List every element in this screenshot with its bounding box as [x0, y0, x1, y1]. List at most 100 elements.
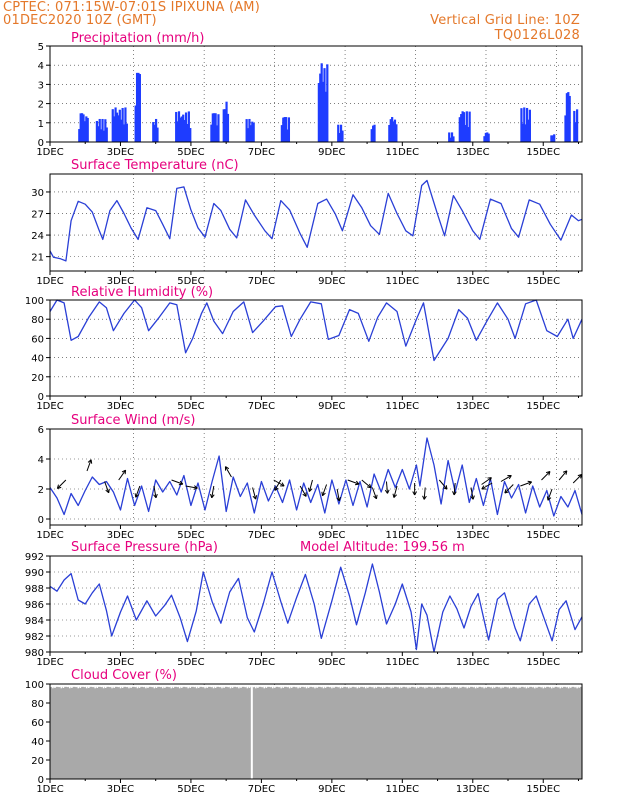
cloud-top-notch	[333, 685, 335, 688]
wind-arrow	[541, 471, 551, 481]
cloud-top-notch	[316, 685, 318, 688]
panel-frame	[49, 683, 583, 780]
cloud-top-notch	[510, 685, 513, 688]
cloud-top-notch	[197, 685, 200, 688]
precip-bar	[467, 127, 470, 142]
wind-arrow-head	[577, 474, 582, 477]
cloud-top-notch	[434, 685, 437, 688]
precip-bar	[210, 124, 213, 142]
wind-arrow	[274, 479, 282, 491]
precip-bar	[245, 119, 248, 142]
wind-arrow	[153, 485, 157, 498]
cloud-top-notch	[98, 685, 101, 687]
precip-bar	[101, 118, 104, 142]
cloud-top-notch	[358, 685, 361, 688]
wind-arrow-head	[392, 493, 395, 498]
wind-arrow	[423, 487, 426, 500]
x-tick-label: 15DEC	[526, 147, 560, 158]
wind-arrow-head	[209, 493, 213, 498]
cloud-top-notch	[542, 685, 545, 689]
cloud-top-notch	[128, 685, 130, 689]
wind-arrow-head	[57, 486, 62, 489]
cloud-top-notch	[290, 685, 293, 688]
x-tick-label: 13DEC	[456, 784, 490, 795]
wind-arrow-head	[87, 459, 92, 463]
panel-frame	[49, 45, 583, 143]
cloud-top-notch	[515, 685, 517, 688]
cloud-top-notch	[92, 685, 94, 688]
precip-bar	[152, 122, 155, 142]
precip-bar	[249, 125, 252, 142]
cloud-top-notch	[561, 685, 564, 688]
precip-bar	[337, 124, 340, 142]
cloud-top-notch	[248, 685, 251, 688]
wind-arrow-head	[453, 491, 457, 496]
cloud-top-notch	[255, 685, 257, 689]
cloud-top-notch	[136, 685, 139, 689]
cloud-top-notch	[244, 685, 246, 688]
x-tick-label: 15DEC	[526, 401, 560, 412]
wind-arrow-head	[547, 497, 552, 501]
wind-arrow-head	[546, 496, 549, 501]
precip-bar	[449, 137, 452, 142]
wind-arrow-head	[321, 491, 323, 496]
cloud-top-notch	[396, 685, 399, 688]
cloud-top-notch	[472, 685, 475, 688]
wind-arrow-head	[412, 491, 416, 496]
precip-bar	[341, 130, 344, 142]
cloud-top-notch	[66, 685, 69, 688]
x-tick-label: 9DEC	[318, 147, 345, 158]
wind-arrow-head	[193, 487, 198, 490]
wind-arrow	[572, 474, 583, 484]
precip-bar	[564, 115, 567, 142]
cloud-top-notch	[449, 685, 452, 689]
cloud-top-notch	[339, 685, 342, 689]
precip-bar	[111, 109, 114, 142]
cloud-top-notch	[162, 685, 164, 689]
cloud-top-notch	[56, 685, 58, 687]
y-tick-label: 2	[38, 485, 44, 496]
cloud-top-notch	[356, 685, 359, 689]
cloud-top-notch	[145, 685, 147, 689]
panel-title: Surface Temperature (nC)	[71, 158, 239, 173]
precip-bar	[114, 107, 117, 142]
precip-bar	[524, 124, 527, 142]
panel-title: Surface Wind (m/s)	[71, 413, 195, 428]
cloud-top-notch	[534, 685, 536, 689]
precip-bar	[184, 112, 188, 142]
cloud-top-notch	[115, 685, 118, 687]
precip-bar	[484, 132, 487, 142]
precip-bar	[550, 135, 553, 142]
cloud-top-notch	[320, 685, 323, 688]
precip-bar	[180, 116, 183, 142]
wind-arrow-head	[489, 477, 492, 482]
precip-bar	[460, 114, 463, 142]
cloud-top-notch	[282, 685, 285, 688]
cloud-top-notch	[143, 685, 145, 688]
cloud-top-notch	[54, 685, 56, 689]
cloud-top-notch	[223, 685, 225, 688]
cloud-top-notch	[574, 685, 576, 688]
precip-bar	[525, 107, 529, 142]
precip-bar	[104, 119, 107, 142]
precip-bar	[222, 109, 225, 142]
cloud-top-notch	[231, 685, 234, 688]
precip-bar	[156, 127, 159, 142]
precip-bar	[551, 135, 554, 142]
cloud-top-notch	[100, 685, 103, 688]
x-tick-label: 11DEC	[385, 147, 419, 158]
wind-arrow	[86, 459, 92, 472]
cloud-top-notch	[570, 685, 572, 688]
y-tick-label: 6	[38, 425, 44, 436]
y-tick-label: 30	[31, 188, 44, 199]
wind-arrow	[171, 479, 183, 485]
x-tick-label: 7DEC	[248, 784, 275, 795]
precip-bar	[372, 125, 375, 142]
panel-frame	[49, 173, 583, 272]
y-tick-label: 21	[31, 253, 44, 264]
precip-bar	[86, 117, 89, 142]
wind-arrow-head	[527, 480, 532, 483]
wind-arrow-head	[336, 497, 340, 502]
cloud-top-notch	[303, 685, 306, 688]
precip-bar	[175, 111, 178, 142]
